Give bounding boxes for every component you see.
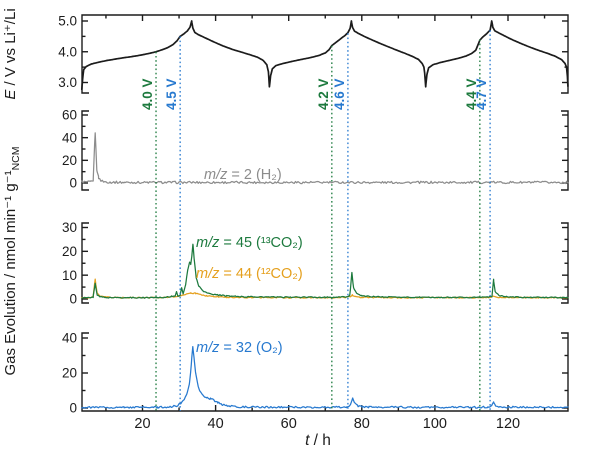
xtick-label: 20: [134, 416, 150, 432]
threshold-label-4-0-v: 4.0 V: [140, 78, 155, 110]
threshold-label-4-5-v: 4.5 V: [164, 78, 179, 110]
time-axis-label: t / h: [305, 432, 331, 449]
xtick-label: 80: [354, 416, 370, 432]
h2-series-label: m/z = 2 (H₂): [204, 167, 282, 183]
xtick-label: 40: [208, 416, 224, 432]
panel-co2-frame: 0 10 20 30: [62, 220, 569, 307]
gas-axis-label: Gas Evolution / nmol min⁻¹ g⁻¹NCM: [2, 147, 22, 376]
ytick-label-voltage: 4.0: [58, 44, 77, 59]
xtick-label: 100: [423, 416, 447, 432]
h2-trace: [81, 132, 569, 185]
xtick-label: 120: [496, 416, 520, 432]
o2-series-label: m/z = 32 (O₂): [196, 340, 283, 356]
ytick-label-voltage: 3.0: [58, 75, 77, 90]
ytick-label-h2: 20: [62, 153, 77, 168]
ytick-label-h2: 60: [62, 108, 77, 123]
threshold-label-4-2-v: 4.2 V: [316, 78, 331, 110]
xtick-label: 60: [281, 416, 297, 432]
ytick-label-co2: 10: [62, 268, 77, 283]
panel-h2-frame: 0 20 40 60: [62, 108, 569, 191]
ytick-label-o2: 0: [69, 401, 77, 416]
voltage-axis-label: E / V vs Li⁺/Li: [2, 8, 19, 99]
co2-13-trace: [81, 243, 569, 299]
ytick-label-voltage: 5.0: [58, 14, 77, 29]
threshold-label-4-7-v: 4.7 V: [474, 78, 489, 110]
co2-13-series-label: m/z = 45 (¹³CO₂): [196, 235, 303, 251]
axes: 3.0 4.0 5.0 0 20 40 60 0 10 20 30 0 20 40: [58, 14, 569, 416]
threshold-label-4-6-v: 4.6 V: [332, 78, 347, 110]
ytick-label-co2: 30: [62, 220, 77, 235]
threshold-label-4-4-v: 4.4 V: [464, 78, 479, 110]
ytick-label-co2: 20: [62, 244, 77, 259]
ytick-label-o2: 20: [62, 366, 77, 381]
panel-o2-frame: 0 20 40: [62, 331, 569, 416]
panel-voltage-frame: 3.0 4.0 5.0: [58, 14, 569, 94]
o2-trace: [81, 345, 569, 409]
ytick-label-h2: 40: [62, 130, 77, 145]
ytick-label-h2: 0: [69, 176, 77, 191]
voltage-trace: [80, 20, 569, 91]
co2-12-series-label: m/z = 44 (¹²CO₂): [196, 266, 303, 282]
ytick-label-co2: 0: [69, 292, 77, 307]
ytick-label-o2: 40: [62, 331, 77, 346]
